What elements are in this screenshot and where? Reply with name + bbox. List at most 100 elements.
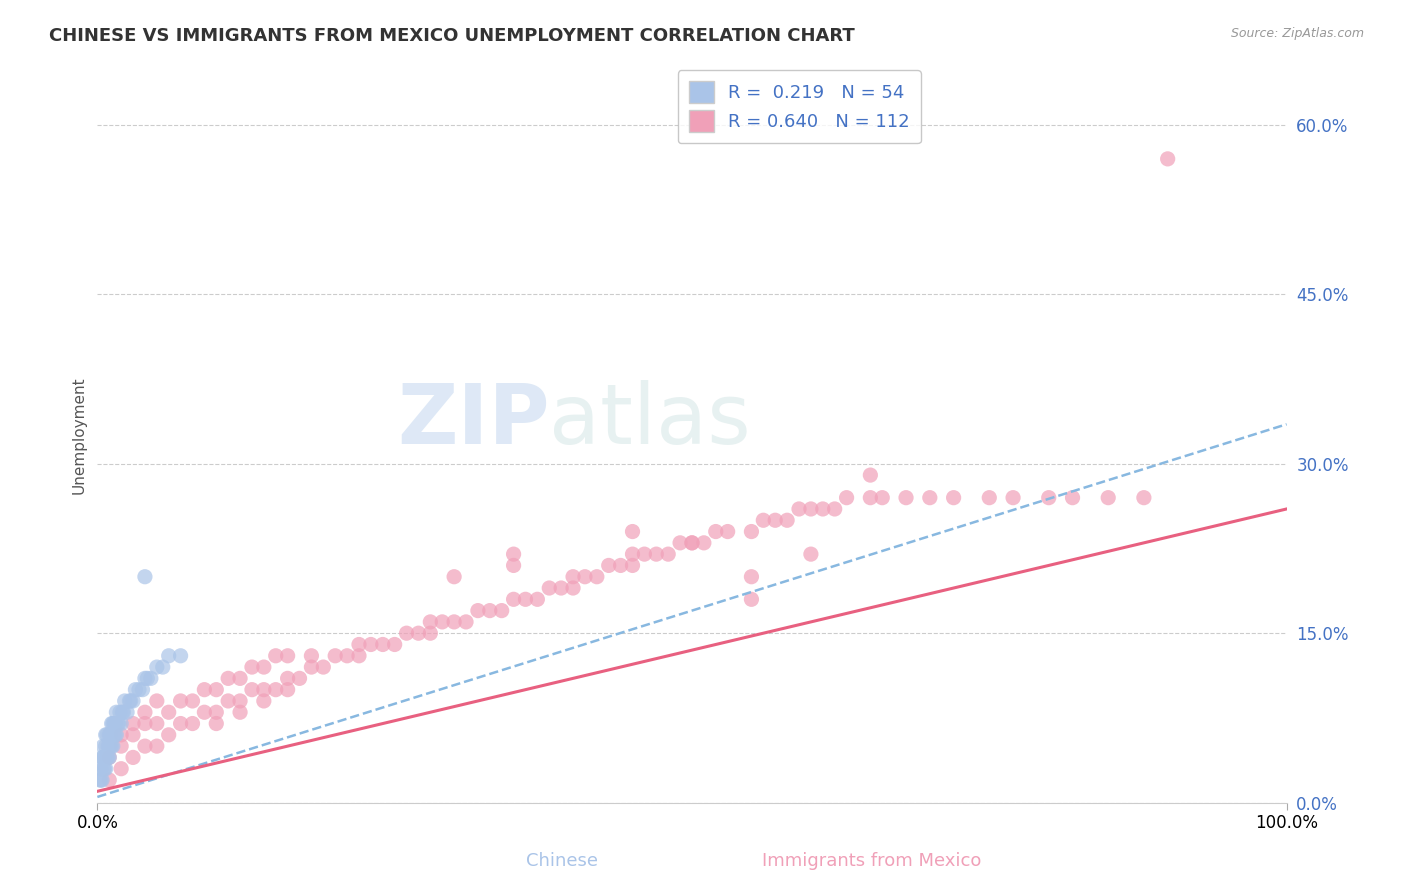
Point [134, 570, 156, 584]
Point [108, 705, 131, 719]
Point [763, 513, 786, 527]
Point [134, 705, 156, 719]
Point [98, 772, 121, 787]
Point [717, 524, 740, 539]
Point [787, 502, 810, 516]
Point [98, 750, 121, 764]
Point [740, 570, 762, 584]
Point [538, 581, 561, 595]
Point [93, 750, 115, 764]
Point [114, 694, 136, 708]
Point [90, 762, 112, 776]
Point [118, 694, 141, 708]
Point [136, 672, 159, 686]
Point [740, 592, 762, 607]
Point [157, 728, 180, 742]
Legend: R =  0.219   N = 54, R = 0.640   N = 112: R = 0.219 N = 54, R = 0.640 N = 112 [678, 70, 921, 143]
Point [253, 694, 276, 708]
Text: CHINESE VS IMMIGRANTS FROM MEXICO UNEMPLOYMENT CORRELATION CHART: CHINESE VS IMMIGRANTS FROM MEXICO UNEMPL… [49, 27, 855, 45]
Point [800, 502, 823, 516]
Point [253, 682, 276, 697]
Point [1002, 491, 1025, 505]
Point [107, 716, 129, 731]
Point [96, 750, 118, 764]
Point [91, 772, 114, 787]
Point [752, 513, 775, 527]
Point [110, 739, 132, 753]
Point [94, 739, 117, 753]
Point [104, 716, 127, 731]
Point [240, 682, 263, 697]
Point [122, 750, 145, 764]
Point [146, 694, 169, 708]
Point [181, 716, 204, 731]
Point [134, 672, 156, 686]
Point [1038, 491, 1060, 505]
Point [859, 468, 882, 483]
Point [193, 705, 215, 719]
Point [502, 547, 524, 561]
Point [633, 547, 655, 561]
Point [96, 728, 118, 742]
Point [478, 604, 501, 618]
Point [550, 581, 572, 595]
Point [193, 682, 215, 697]
Point [277, 682, 299, 697]
Point [621, 547, 644, 561]
Point [253, 660, 276, 674]
Point [205, 682, 228, 697]
Point [90, 772, 112, 787]
Point [347, 648, 370, 663]
Point [101, 739, 124, 753]
Point [110, 716, 132, 731]
Point [91, 739, 114, 753]
Point [103, 728, 125, 742]
Point [98, 750, 121, 764]
Point [100, 728, 122, 742]
Point [336, 648, 359, 663]
Point [515, 592, 537, 607]
Point [97, 750, 120, 764]
Point [100, 716, 122, 731]
Point [894, 491, 917, 505]
Point [152, 660, 174, 674]
Point [240, 660, 263, 674]
Point [122, 694, 145, 708]
Point [146, 716, 169, 731]
Point [169, 694, 191, 708]
Point [146, 660, 169, 674]
Point [205, 705, 228, 719]
Point [115, 705, 138, 719]
Point [859, 491, 882, 505]
Point [681, 536, 703, 550]
Point [562, 570, 585, 584]
Point [94, 728, 117, 742]
Point [800, 547, 823, 561]
Point [103, 716, 125, 731]
Point [467, 604, 489, 618]
Point [918, 491, 941, 505]
Point [91, 750, 114, 764]
Point [122, 728, 145, 742]
Point [1133, 491, 1156, 505]
Point [395, 626, 418, 640]
Point [681, 536, 703, 550]
Point [105, 728, 128, 742]
Point [288, 672, 311, 686]
Point [157, 705, 180, 719]
Point [562, 581, 585, 595]
Text: atlas: atlas [550, 380, 751, 461]
Point [217, 672, 239, 686]
Point [347, 638, 370, 652]
Point [91, 762, 114, 776]
Point [229, 705, 252, 719]
Point [669, 536, 692, 550]
Point [264, 682, 287, 697]
Point [574, 570, 596, 584]
Point [229, 672, 252, 686]
Point [1097, 491, 1119, 505]
Point [502, 592, 524, 607]
Point [157, 648, 180, 663]
Point [704, 524, 727, 539]
Y-axis label: Unemployment: Unemployment [72, 376, 86, 494]
